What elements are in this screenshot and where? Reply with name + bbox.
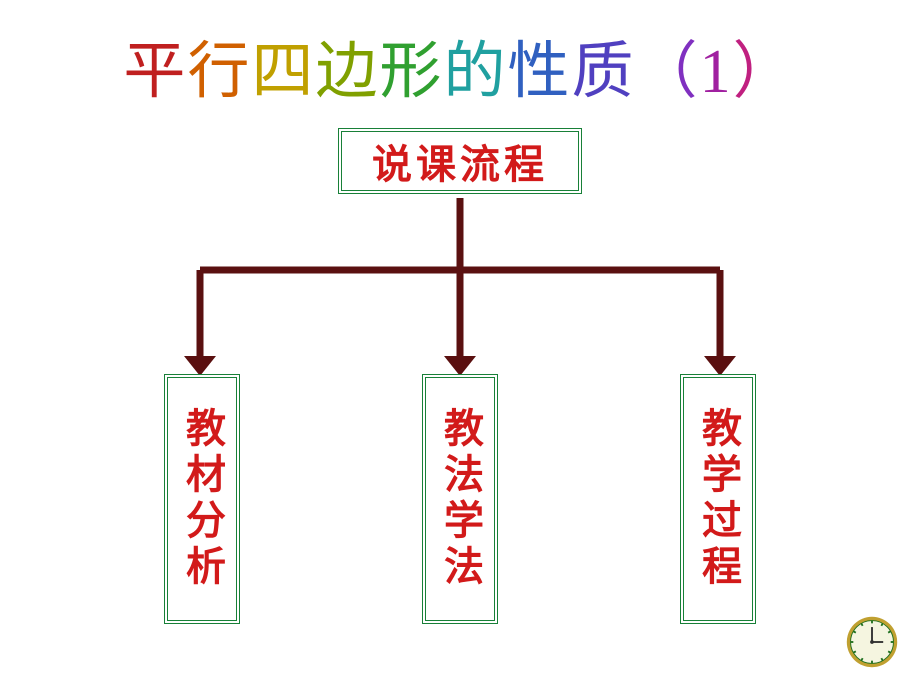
flow-root-box: 说课流程 (338, 128, 582, 194)
flow-child-box-3: 教学过程 (680, 374, 756, 624)
flow-root-label: 说课流程 (372, 132, 548, 190)
page-title: 平行四边形的性质（1） (123, 20, 796, 110)
flow-child-label-1: 教材分析 (177, 407, 227, 591)
flow-child-label-3: 教学过程 (693, 407, 743, 591)
flow-child-box-1: 教材分析 (164, 374, 240, 624)
flow-child-box-2: 教法学法 (422, 374, 498, 624)
page-title-wrap: 平行四边形的性质（1） (0, 20, 920, 110)
clock-icon (844, 614, 900, 670)
flow-child-label-2: 教法学法 (435, 407, 485, 591)
